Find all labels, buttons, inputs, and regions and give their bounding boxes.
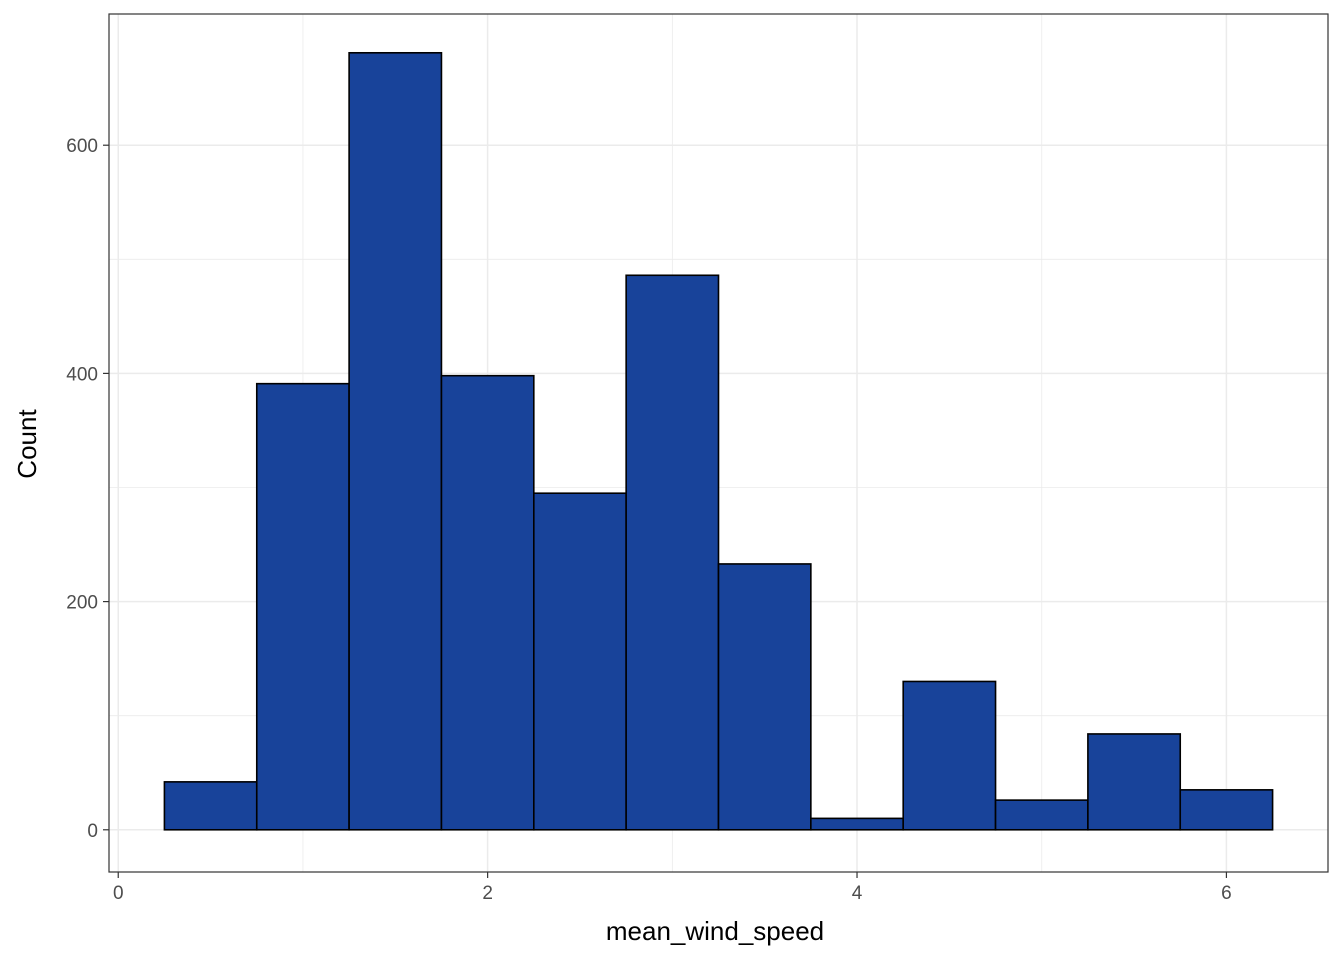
- histogram-bar: [902, 680, 997, 831]
- x-tick-label: 2: [482, 883, 493, 904]
- histogram-bar: [255, 382, 350, 831]
- histogram-bar: [440, 374, 535, 831]
- histogram-bar: [717, 563, 812, 831]
- histogram-bar: [625, 274, 720, 831]
- y-axis-ticks: 0 200 400 600: [66, 136, 109, 842]
- x-axis-ticks: 0 2 4 6: [113, 872, 1232, 904]
- y-tick-label: 200: [66, 593, 98, 614]
- histogram-bar: [163, 781, 258, 831]
- y-tick-label: 400: [66, 364, 98, 385]
- histogram-bar: [994, 799, 1089, 831]
- histogram-bar: [1087, 733, 1182, 831]
- x-tick-label: 4: [852, 883, 863, 904]
- histogram-bar: [533, 492, 627, 831]
- x-tick-label: 0: [113, 883, 124, 904]
- histogram-bars: [163, 51, 1274, 831]
- x-axis-title: mean_wind_speed: [606, 916, 824, 946]
- x-tick-label: 6: [1221, 883, 1232, 904]
- y-tick-label: 600: [66, 136, 98, 157]
- histogram-bar: [348, 51, 443, 831]
- panel-border: [108, 13, 1329, 873]
- histogram-bar: [1179, 789, 1274, 831]
- y-tick-label: 0: [87, 821, 98, 842]
- y-axis-title: Count: [12, 409, 42, 479]
- histogram-bar: [810, 817, 904, 831]
